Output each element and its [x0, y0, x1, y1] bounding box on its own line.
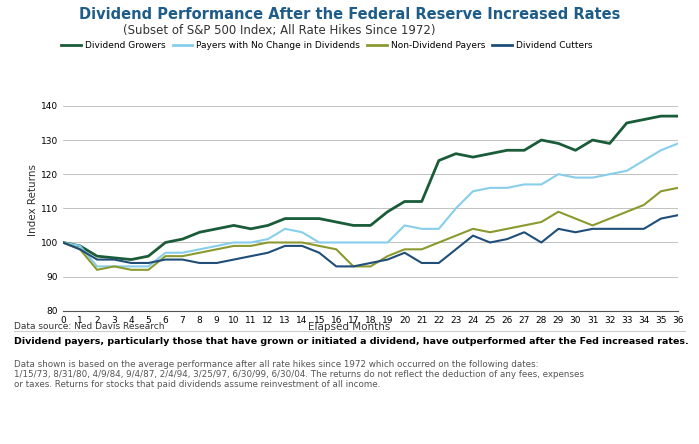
Text: Dividend Performance After the Federal Reserve Increased Rates: Dividend Performance After the Federal R…: [79, 7, 620, 22]
Text: Data shown is based on the average performance after all rate hikes since 1972 w: Data shown is based on the average perfo…: [14, 360, 584, 389]
Y-axis label: Index Returns: Index Returns: [28, 164, 38, 236]
Text: (Subset of S&P 500 Index; All Rate Hikes Since 1972): (Subset of S&P 500 Index; All Rate Hikes…: [123, 24, 436, 37]
Text: Data source: Ned Davis Research: Data source: Ned Davis Research: [14, 322, 164, 331]
Text: Elapsed Months: Elapsed Months: [308, 322, 391, 332]
Legend: Dividend Growers, Payers with No Change in Dividends, Non-Dividend Payers, Divid: Dividend Growers, Payers with No Change …: [62, 41, 592, 50]
Text: Dividend payers, particularly those that have grown or initiated a dividend, hav: Dividend payers, particularly those that…: [14, 337, 689, 346]
